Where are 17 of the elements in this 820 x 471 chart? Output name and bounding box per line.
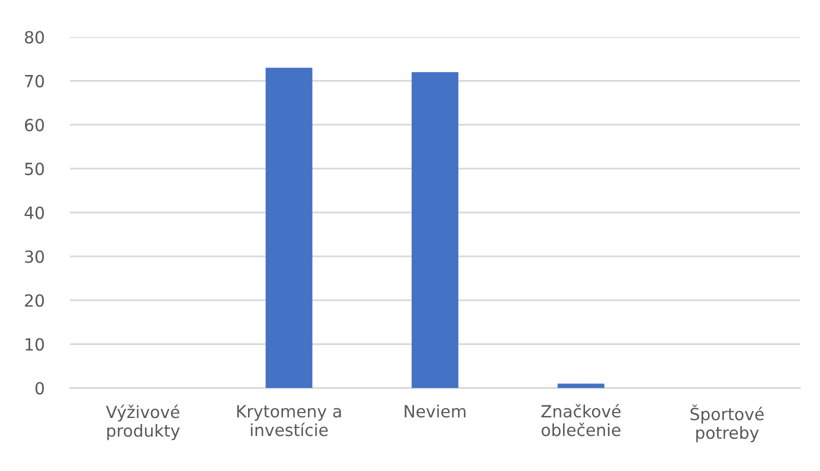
bar — [266, 68, 312, 388]
x-tick-label: Výživové produkty — [106, 404, 180, 440]
bar — [412, 72, 458, 388]
y-tick-label: 80 — [24, 30, 44, 44]
x-tick-label: Značkové oblečenie — [541, 404, 620, 436]
y-tick-label: 30 — [25, 250, 44, 263]
y-tick-label: 10 — [26, 338, 44, 351]
y-tick-label: 70 — [25, 74, 44, 88]
y-tick-label: 60 — [24, 118, 44, 132]
x-tick-label: Krytomeny a investície — [237, 405, 341, 436]
x-tick-label: Neviem — [404, 404, 466, 418]
y-tick-label: 0 — [35, 382, 44, 395]
y-tick-label: 50 — [25, 162, 44, 176]
y-tick-label: 20 — [25, 294, 44, 307]
y-tick-label: 40 — [24, 206, 44, 220]
x-tick-label: Športové potreby — [690, 404, 764, 442]
bar — [558, 384, 604, 388]
